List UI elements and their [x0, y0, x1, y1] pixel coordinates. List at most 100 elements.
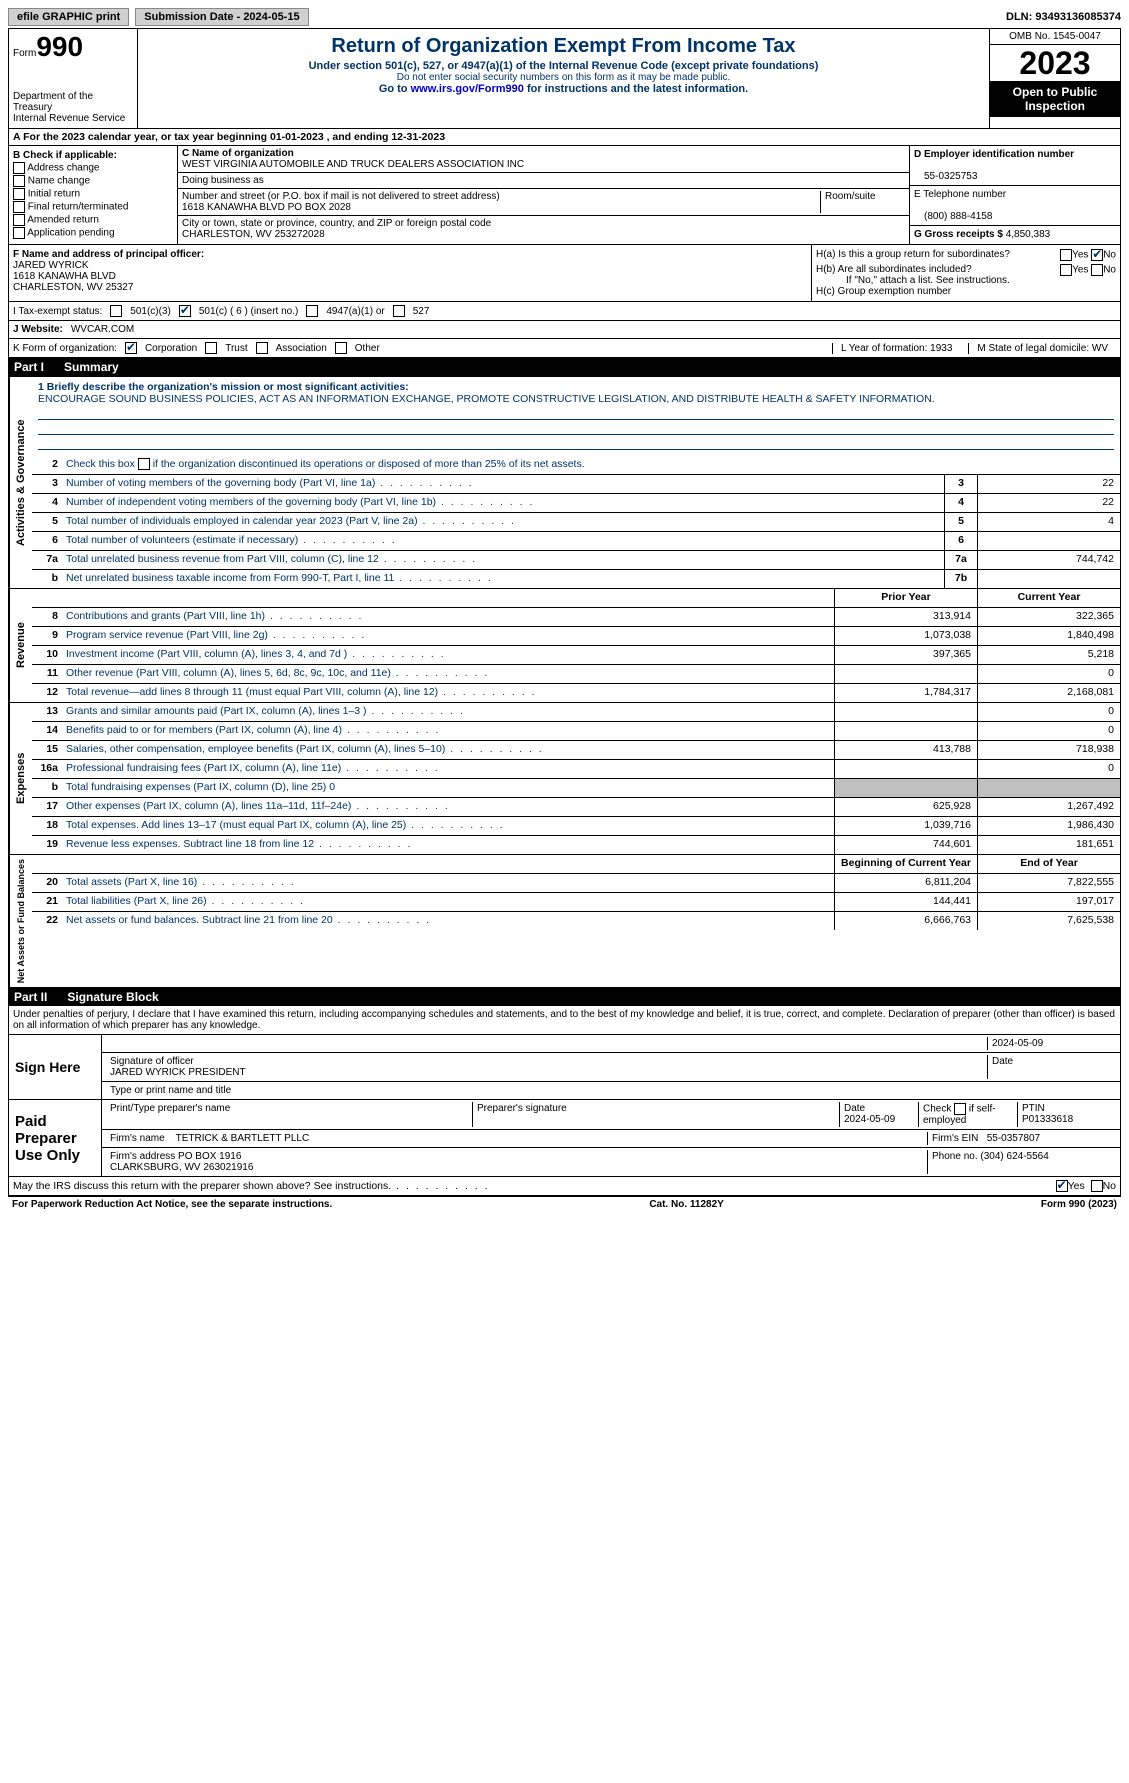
prep-date: 2024-05-09 [844, 1114, 895, 1125]
sign-here: Sign Here [9, 1035, 101, 1099]
paid-preparer-label: Paid Preparer Use Only [9, 1100, 101, 1176]
hc-label: H(c) Group exemption number [816, 286, 1116, 297]
dba-label: Doing business as [182, 175, 264, 186]
chk-501c3[interactable] [110, 305, 122, 317]
vert-ag: Activities & Governance [9, 377, 32, 588]
gross-label: G Gross receipts $ [914, 229, 1003, 240]
city-label: City or town, state or province, country… [182, 218, 491, 229]
form-org-label: K Form of organization: [13, 343, 117, 354]
boxb-opt[interactable]: Final return/terminated [13, 201, 173, 213]
chk-assoc[interactable] [256, 342, 268, 354]
ssn-warning: Do not enter social security numbers on … [142, 72, 985, 83]
efile-button[interactable]: efile GRAPHIC print [8, 8, 129, 26]
dept-label: Department of the Treasury Internal Reve… [13, 91, 133, 124]
boxb-opt[interactable]: Application pending [13, 227, 173, 239]
ha-no[interactable] [1091, 249, 1103, 261]
col-prior: Prior Year [834, 589, 977, 607]
open-public: Open to Public Inspection [990, 81, 1120, 117]
chk-trust[interactable] [205, 342, 217, 354]
ptin: P01333618 [1022, 1114, 1073, 1125]
exp-line: 18Total expenses. Add lines 13–17 (must … [32, 817, 1120, 836]
chk-self-emp[interactable] [954, 1103, 966, 1115]
discuss-yes[interactable] [1056, 1180, 1068, 1192]
firm-name: TETRICK & BARTLETT PLLC [176, 1133, 310, 1144]
chk-other[interactable] [335, 342, 347, 354]
website-value: WVCAR.COM [71, 324, 134, 335]
org-name: WEST VIRGINIA AUTOMOBILE AND TRUCK DEALE… [182, 159, 524, 170]
officer-addr2: CHARLESTON, WV 25327 [13, 282, 133, 293]
na-line: 21Total liabilities (Part X, line 26)144… [32, 893, 1120, 912]
line2: Check this box if the organization disco… [62, 456, 1120, 474]
discuss-line: May the IRS discuss this return with the… [8, 1177, 1121, 1196]
dln: DLN: 93493136085374 [1006, 11, 1121, 23]
hb-no[interactable] [1091, 264, 1103, 276]
ha-label: H(a) Is this a group return for subordin… [816, 249, 1010, 260]
activities-section: Activities & Governance 1 Briefly descri… [8, 376, 1121, 589]
rev-line: 10Investment income (Part VIII, column (… [32, 646, 1120, 665]
firm-phone: (304) 624-5564 [980, 1151, 1048, 1162]
ag-line: bNet unrelated business taxable income f… [32, 570, 1120, 588]
ag-line: 6Total number of volunteers (estimate if… [32, 532, 1120, 551]
boxb-opt[interactable]: Initial return [13, 188, 173, 200]
omb-number: OMB No. 1545-0047 [990, 29, 1120, 45]
ein-value: 55-0325753 [914, 171, 977, 182]
na-line: 22Net assets or fund balances. Subtract … [32, 912, 1120, 930]
col-begin: Beginning of Current Year [834, 855, 977, 873]
hb-label: H(b) Are all subordinates included? [816, 264, 972, 275]
chk-line2[interactable] [138, 458, 150, 470]
netassets-section: Net Assets or Fund Balances Beginning of… [8, 855, 1121, 988]
mission-text: ENCOURAGE SOUND BUSINESS POLICIES, ACT A… [38, 393, 935, 405]
firm-ein: 55-0357807 [987, 1133, 1040, 1144]
phone-value: (800) 888-4158 [914, 211, 992, 222]
chk-527[interactable] [393, 305, 405, 317]
sig-officer-label: Signature of officer [110, 1056, 194, 1067]
officer-addr1: 1618 KANAWHA BLVD [13, 271, 116, 282]
name-label: C Name of organization [182, 148, 294, 159]
hb-yes[interactable] [1060, 264, 1072, 276]
officer-name: JARED WYRICK [13, 260, 89, 271]
part1-header: Part ISummary [8, 358, 1121, 376]
rev-line: 9Program service revenue (Part VIII, lin… [32, 627, 1120, 646]
expenses-section: Expenses 13Grants and similar amounts pa… [8, 703, 1121, 855]
city: CHARLESTON, WV 253272028 [182, 229, 325, 240]
boxb-opt[interactable]: Name change [13, 175, 173, 187]
form-header: Form990 Department of the Treasury Inter… [8, 28, 1121, 129]
rev-line: 12Total revenue—add lines 8 through 11 (… [32, 684, 1120, 702]
boxb-opt[interactable]: Amended return [13, 214, 173, 226]
col-current: Current Year [977, 589, 1120, 607]
rev-line: 8Contributions and grants (Part VIII, li… [32, 608, 1120, 627]
exp-line: 14Benefits paid to or for members (Part … [32, 722, 1120, 741]
revenue-section: Revenue Prior Year Current Year 8Contrib… [8, 589, 1121, 703]
block-fh: F Name and address of principal officer:… [8, 245, 1121, 302]
line-j: J Website: WVCAR.COM [8, 321, 1121, 339]
na-line: 20Total assets (Part X, line 16)6,811,20… [32, 874, 1120, 893]
gross-value: 4,850,383 [1006, 229, 1051, 240]
exp-line: bTotal fundraising expenses (Part IX, co… [32, 779, 1120, 798]
state-domicile: M State of legal domicile: WV [968, 343, 1116, 354]
ein-label: D Employer identification number [914, 149, 1074, 160]
chk-501c[interactable] [179, 305, 191, 317]
year-formation: L Year of formation: 1933 [832, 343, 960, 354]
irs-link[interactable]: www.irs.gov/Form990 [411, 83, 524, 95]
phone-label: E Telephone number [914, 189, 1006, 200]
tax-year: 2023 [990, 45, 1120, 81]
exp-line: 15Salaries, other compensation, employee… [32, 741, 1120, 760]
perjury-text: Under penalties of perjury, I declare th… [8, 1006, 1121, 1035]
website-label: J Website: [13, 324, 63, 335]
footer-right: Form 990 (2023) [1041, 1199, 1117, 1210]
vert-exp: Expenses [9, 703, 32, 854]
topbar: efile GRAPHIC print Submission Date - 20… [8, 8, 1121, 26]
ha-yes[interactable] [1060, 249, 1072, 261]
footer-left: For Paperwork Reduction Act Notice, see … [12, 1199, 332, 1210]
block-bcdefg: B Check if applicable: Address change Na… [8, 146, 1121, 245]
prep-sig-label: Preparer's signature [473, 1102, 840, 1127]
officer-sig: JARED WYRICK PRESIDENT [110, 1067, 246, 1078]
chk-corp[interactable] [125, 342, 137, 354]
chk-4947[interactable] [306, 305, 318, 317]
boxb-opt[interactable]: Address change [13, 162, 173, 174]
discuss-no[interactable] [1091, 1180, 1103, 1192]
hb-note: If "No," attach a list. See instructions… [816, 275, 1116, 286]
prep-name-label: Print/Type preparer's name [106, 1102, 473, 1127]
officer-label: F Name and address of principal officer: [13, 249, 204, 260]
tax-status-label: I Tax-exempt status: [13, 306, 102, 317]
